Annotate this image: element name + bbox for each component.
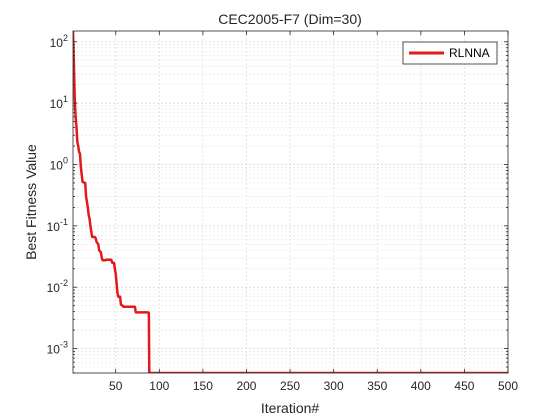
x-tick-label-200: 200 [236,379,256,393]
y-tick-label-1: 101 [50,94,68,111]
y-tick-label--1: 10-1 [47,217,68,234]
ticks-layer [73,31,509,374]
y-axis-label: Best Fitness Value [23,144,39,260]
x-tick-label-100: 100 [149,379,169,393]
x-tick-label-250: 250 [280,379,300,393]
x-tick-label-450: 450 [454,379,474,393]
x-tick-label-150: 150 [193,379,213,393]
x-axis-label: Iteration# [261,400,320,416]
y-tick-label--2: 10-2 [47,278,68,295]
x-tick-label-350: 350 [367,379,387,393]
x-tick-label-400: 400 [411,379,431,393]
y-tick-label--3: 10-3 [47,340,68,357]
x-tick-label-500: 500 [498,379,518,393]
legend-box [402,41,498,65]
y-tick-label-0: 100 [50,156,68,173]
legend-label-rlnna: RLNNA [449,46,490,60]
plot-area [73,31,508,373]
tick-labels-layer: 50 100 150 200 250 300 350 400 450 500 10-3 10-2 10-… [47,33,519,393]
grid-layer [73,31,508,374]
chart-title: CEC2005-F7 (Dim=30) [218,11,362,27]
legend: RLNNA [402,41,498,65]
series-layer [73,31,508,373]
series-line-rlnna [73,31,508,373]
x-tick-label-50: 50 [109,379,123,393]
x-tick-label-300: 300 [324,379,344,393]
y-tick-label-2: 102 [50,33,68,50]
plot-frame [72,30,509,374]
